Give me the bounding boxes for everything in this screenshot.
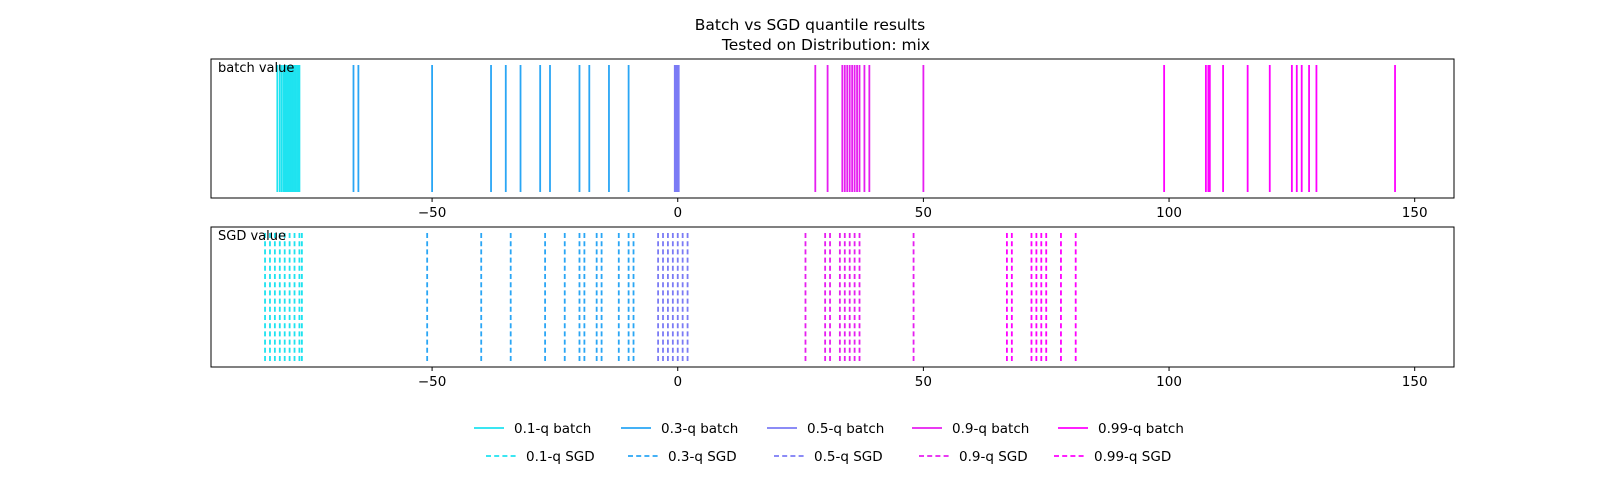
legend: 0.1-q batch 0.3-q batch 0.5-q batch 0.9-q b… [474, 421, 1184, 465]
legend-label: 0.5-q SGD [814, 449, 883, 465]
sgd-panel: SGD value −50 0 50 100 150 [210, 226, 1455, 390]
x-tick-label: 100 [1156, 374, 1182, 390]
batch-panel: batch value −50 0 50 100 150 [210, 58, 1455, 221]
legend-label: 0.3-q batch [661, 421, 738, 437]
x-tick-label: −50 [418, 374, 447, 390]
panel-label: SGD value [218, 229, 286, 244]
x-tick-label: 50 [915, 374, 932, 390]
legend-label: 0.99-q SGD [1094, 449, 1171, 465]
x-tick-label: 0 [673, 205, 682, 221]
x-tick-label: 150 [1402, 205, 1428, 221]
legend-label: 0.1-q SGD [526, 449, 595, 465]
x-tick-label: 150 [1402, 374, 1428, 390]
panel-label: batch value [218, 61, 294, 76]
axes-frame [210, 58, 1455, 199]
legend-label: 0.5-q batch [807, 421, 884, 437]
figure-title: Batch vs SGD quantile results [695, 16, 925, 34]
legend-label: 0.9-q batch [952, 421, 1029, 437]
legend-label: 0.99-q batch [1098, 421, 1184, 437]
figure-subtitle: Tested on Distribution: mix [721, 36, 930, 54]
x-tick-label: 100 [1156, 205, 1182, 221]
axes-frame [210, 226, 1455, 368]
x-tick-label: −50 [418, 205, 447, 221]
legend-label: 0.3-q SGD [668, 449, 737, 465]
x-tick-label: 50 [915, 205, 932, 221]
legend-label: 0.9-q SGD [959, 449, 1028, 465]
x-tick-label: 0 [673, 374, 682, 390]
legend-label: 0.1-q batch [514, 421, 591, 437]
